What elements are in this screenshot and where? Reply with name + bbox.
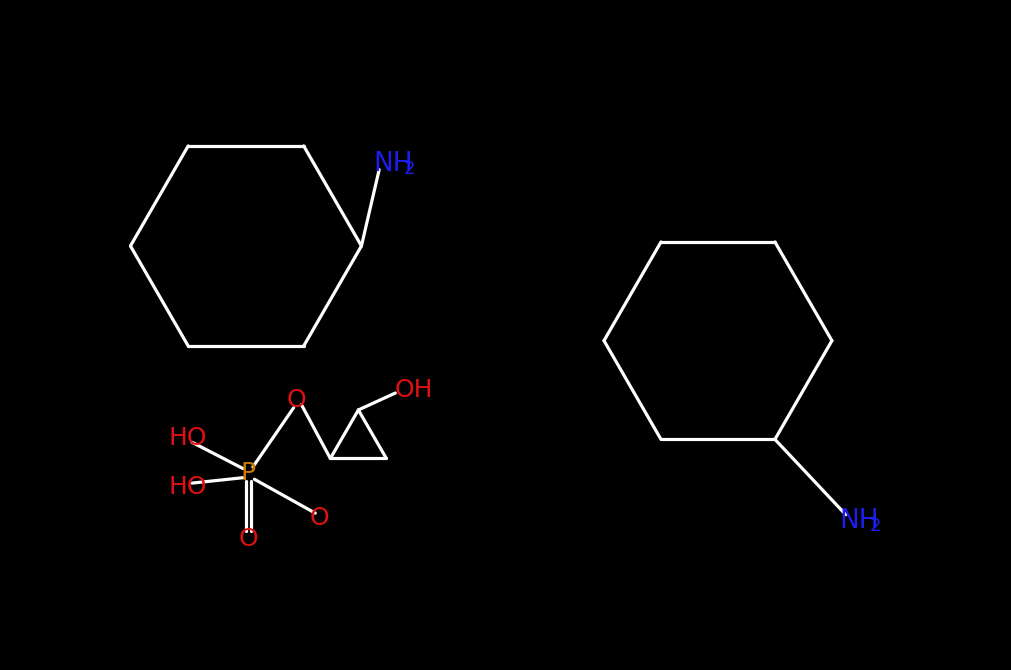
- Text: HO: HO: [169, 426, 207, 450]
- Text: NH: NH: [373, 151, 412, 177]
- Text: HO: HO: [169, 475, 207, 499]
- Text: NH: NH: [840, 508, 880, 534]
- Text: P: P: [241, 461, 256, 485]
- Text: 2: 2: [870, 517, 882, 535]
- Text: O: O: [239, 527, 258, 551]
- Text: O: O: [310, 506, 330, 530]
- Text: O: O: [287, 388, 306, 412]
- Text: OH: OH: [394, 378, 433, 402]
- Text: 2: 2: [403, 160, 415, 178]
